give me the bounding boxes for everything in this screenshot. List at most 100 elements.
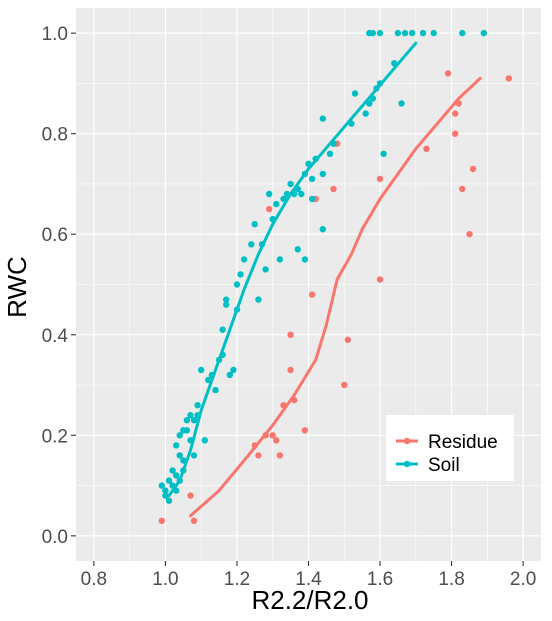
point-soil bbox=[169, 467, 176, 474]
point-soil bbox=[162, 487, 169, 494]
point-soil bbox=[194, 412, 201, 419]
data-points bbox=[158, 29, 512, 524]
point-residue bbox=[423, 145, 430, 152]
point-soil bbox=[291, 190, 298, 198]
point-residue bbox=[376, 175, 384, 183]
y-tick-label: 0.6 bbox=[42, 225, 68, 246]
point-soil bbox=[376, 80, 384, 87]
point-soil bbox=[255, 296, 262, 303]
y-tick-label: 0.8 bbox=[42, 125, 68, 146]
y-tick-label: 0.4 bbox=[42, 326, 69, 347]
y-axis-title: RWC bbox=[2, 256, 32, 318]
legend-key-point bbox=[403, 460, 411, 468]
axis-ticks bbox=[71, 32, 524, 566]
point-residue bbox=[269, 432, 276, 439]
smooth-line-soil bbox=[167, 41, 418, 498]
legend-box bbox=[386, 415, 514, 481]
y-tick-label: 0.2 bbox=[42, 426, 68, 447]
point-soil bbox=[173, 487, 180, 494]
point-soil bbox=[162, 492, 169, 499]
point-residue bbox=[158, 517, 165, 524]
point-soil bbox=[351, 90, 359, 97]
point-soil bbox=[233, 281, 241, 288]
point-soil bbox=[376, 29, 384, 37]
point-residue bbox=[276, 452, 284, 459]
point-soil bbox=[287, 180, 294, 188]
x-tick-label: 1.2 bbox=[224, 569, 250, 590]
point-residue bbox=[273, 437, 280, 444]
point-soil bbox=[294, 246, 301, 253]
point-soil bbox=[273, 200, 280, 208]
point-soil bbox=[176, 432, 183, 439]
point-residue bbox=[452, 130, 459, 137]
point-soil bbox=[240, 256, 248, 263]
y-tick-label: 0.0 bbox=[42, 527, 68, 548]
point-soil bbox=[269, 215, 276, 223]
point-residue bbox=[455, 100, 462, 107]
point-soil bbox=[262, 266, 269, 273]
point-soil bbox=[348, 120, 355, 127]
point-residue bbox=[287, 331, 294, 338]
point-soil bbox=[190, 452, 198, 459]
point-soil bbox=[308, 175, 316, 183]
point-soil bbox=[208, 371, 216, 379]
x-tick-label: 1.4 bbox=[295, 569, 322, 590]
point-soil bbox=[283, 190, 291, 198]
point-soil bbox=[165, 497, 173, 504]
point-residue bbox=[308, 291, 316, 298]
point-soil bbox=[173, 472, 180, 479]
point-soil bbox=[219, 326, 226, 333]
point-soil bbox=[301, 256, 309, 263]
point-soil bbox=[366, 100, 373, 107]
point-soil bbox=[294, 185, 301, 193]
point-soil bbox=[194, 402, 201, 409]
point-residue bbox=[469, 165, 477, 173]
point-residue bbox=[262, 432, 269, 439]
point-soil bbox=[223, 301, 230, 308]
point-residue bbox=[291, 396, 298, 404]
point-soil bbox=[248, 241, 255, 248]
point-soil bbox=[205, 376, 212, 384]
point-soil bbox=[251, 221, 258, 228]
point-soil bbox=[362, 110, 369, 117]
point-soil bbox=[480, 29, 487, 37]
point-soil bbox=[369, 95, 377, 102]
point-residue bbox=[190, 517, 198, 524]
point-soil bbox=[226, 371, 233, 379]
point-soil bbox=[419, 29, 427, 37]
y-tick-labels: 0.0 0.2 0.4 0.6 0.8 1.0 bbox=[42, 24, 69, 548]
point-soil bbox=[180, 467, 187, 474]
point-residue bbox=[376, 276, 384, 283]
point-soil bbox=[212, 386, 219, 394]
point-soil bbox=[326, 150, 334, 157]
point-residue bbox=[187, 492, 194, 499]
point-soil bbox=[266, 190, 273, 198]
point-soil bbox=[319, 226, 326, 233]
point-residue bbox=[505, 75, 512, 82]
point-soil bbox=[398, 100, 405, 107]
point-residue bbox=[287, 366, 294, 374]
point-soil bbox=[158, 482, 165, 489]
point-residue bbox=[341, 381, 348, 389]
point-soil bbox=[305, 160, 312, 167]
x-tick-label: 1.6 bbox=[367, 569, 393, 590]
point-soil bbox=[223, 296, 230, 303]
point-soil bbox=[237, 271, 244, 278]
point-soil bbox=[312, 155, 319, 162]
point-soil bbox=[369, 29, 377, 37]
point-residue bbox=[255, 452, 262, 459]
point-soil bbox=[319, 115, 326, 122]
y-tick-label: 1.0 bbox=[42, 24, 68, 45]
legend-label-soil: Soil bbox=[428, 455, 460, 476]
point-residue bbox=[459, 185, 466, 193]
point-residue bbox=[444, 70, 452, 77]
point-soil bbox=[380, 150, 387, 157]
point-soil bbox=[201, 437, 208, 444]
point-residue bbox=[344, 336, 351, 343]
point-residue bbox=[330, 185, 337, 193]
x-tick-labels: 0.8 1.0 1.2 1.4 1.6 1.8 2.0 bbox=[81, 569, 537, 590]
point-soil bbox=[298, 190, 305, 198]
point-soil bbox=[187, 437, 194, 444]
